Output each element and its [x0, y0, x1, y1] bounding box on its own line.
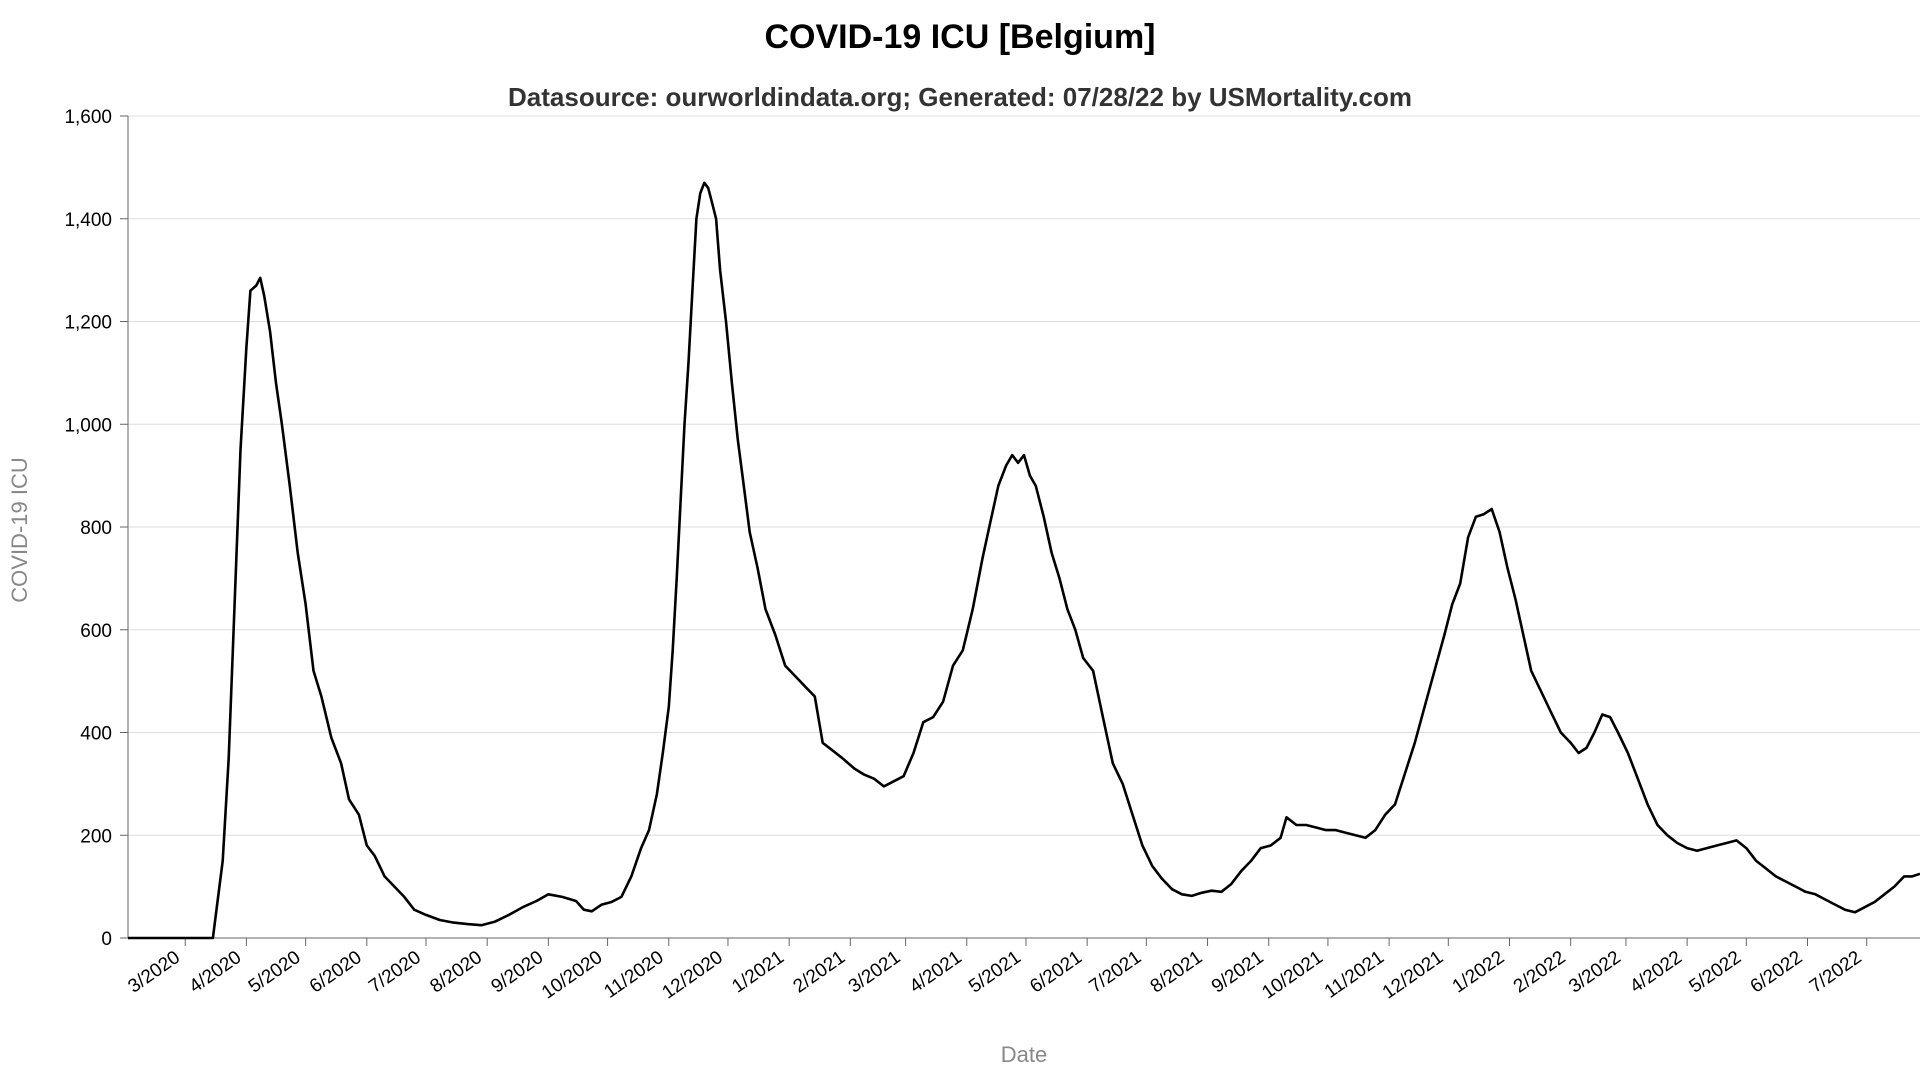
x-tick-label: 10/2020	[538, 947, 606, 1004]
x-axis-label: Date	[1001, 1042, 1047, 1067]
x-tick-label: 12/2020	[659, 947, 727, 1004]
series-line	[128, 181, 1920, 940]
y-tick-label: 600	[80, 621, 112, 642]
series-layer	[128, 181, 1920, 940]
y-axis-label: COVID-19 ICU	[7, 457, 32, 602]
y-tick-label: 200	[80, 826, 112, 847]
x-tick-label: 5/2020	[245, 947, 305, 998]
x-tick-label: 7/2022	[1806, 947, 1866, 998]
x-tick-label: 9/2020	[488, 947, 548, 998]
x-tick-label: 3/2021	[845, 947, 905, 998]
x-tick-label: 11/2020	[600, 947, 667, 1003]
chart-title: COVID-19 ICU [Belgium]	[764, 18, 1155, 56]
x-tick-labels: 3/2020 4/2020 5/2020 6/2020 7/2020 8/2020 9/20…	[124, 947, 1865, 1004]
x-tick-label: 8/2021	[1147, 947, 1207, 998]
x-tick-label: 3/2020	[124, 947, 184, 998]
grid-layer	[128, 115, 1920, 939]
x-tick-label: 12/2021	[1379, 947, 1447, 1004]
x-tick-label: 7/2020	[365, 947, 425, 998]
x-tick-label: 4/2021	[906, 947, 966, 998]
x-tick-label: 10/2021	[1258, 947, 1326, 1004]
x-tick-label: 11/2021	[1321, 947, 1388, 1003]
chart-subtitle: Datasource: ourworldindata.org; Generate…	[508, 82, 1412, 112]
y-tick-label: 0	[101, 929, 112, 950]
x-tick-label: 7/2021	[1086, 947, 1146, 998]
y-tick-label: 1,600	[64, 107, 112, 128]
x-tick-label: 6/2020	[306, 947, 366, 998]
x-tick-label: 9/2021	[1208, 947, 1268, 998]
x-tick-label: 1/2022	[1449, 947, 1509, 998]
x-tick-label: 4/2020	[186, 947, 246, 998]
x-tick-label: 2/2022	[1510, 947, 1570, 998]
y-tick-label: 400	[80, 724, 112, 745]
x-tick-label: 5/2021	[965, 947, 1025, 998]
y-tick-label: 1,400	[64, 210, 112, 231]
y-tick-label: 1,000	[64, 415, 112, 436]
x-tick-label: 8/2020	[426, 947, 486, 998]
y-tick-label: 1,200	[64, 313, 112, 334]
x-tick-label: 6/2022	[1747, 947, 1807, 998]
x-tick-label: 3/2022	[1565, 947, 1625, 998]
axes-layer	[120, 115, 1920, 946]
y-tick-label: 800	[80, 518, 112, 539]
x-tick-label: 5/2022	[1686, 947, 1746, 998]
x-tick-label: 4/2022	[1626, 947, 1686, 998]
y-tick-labels: 0 200 400 600 800 1,000 1,200 1,400 1,600	[64, 107, 112, 950]
x-tick-label: 1/2021	[728, 947, 788, 998]
x-tick-label: 2/2021	[790, 947, 850, 998]
x-tick-label: 6/2021	[1026, 947, 1086, 998]
